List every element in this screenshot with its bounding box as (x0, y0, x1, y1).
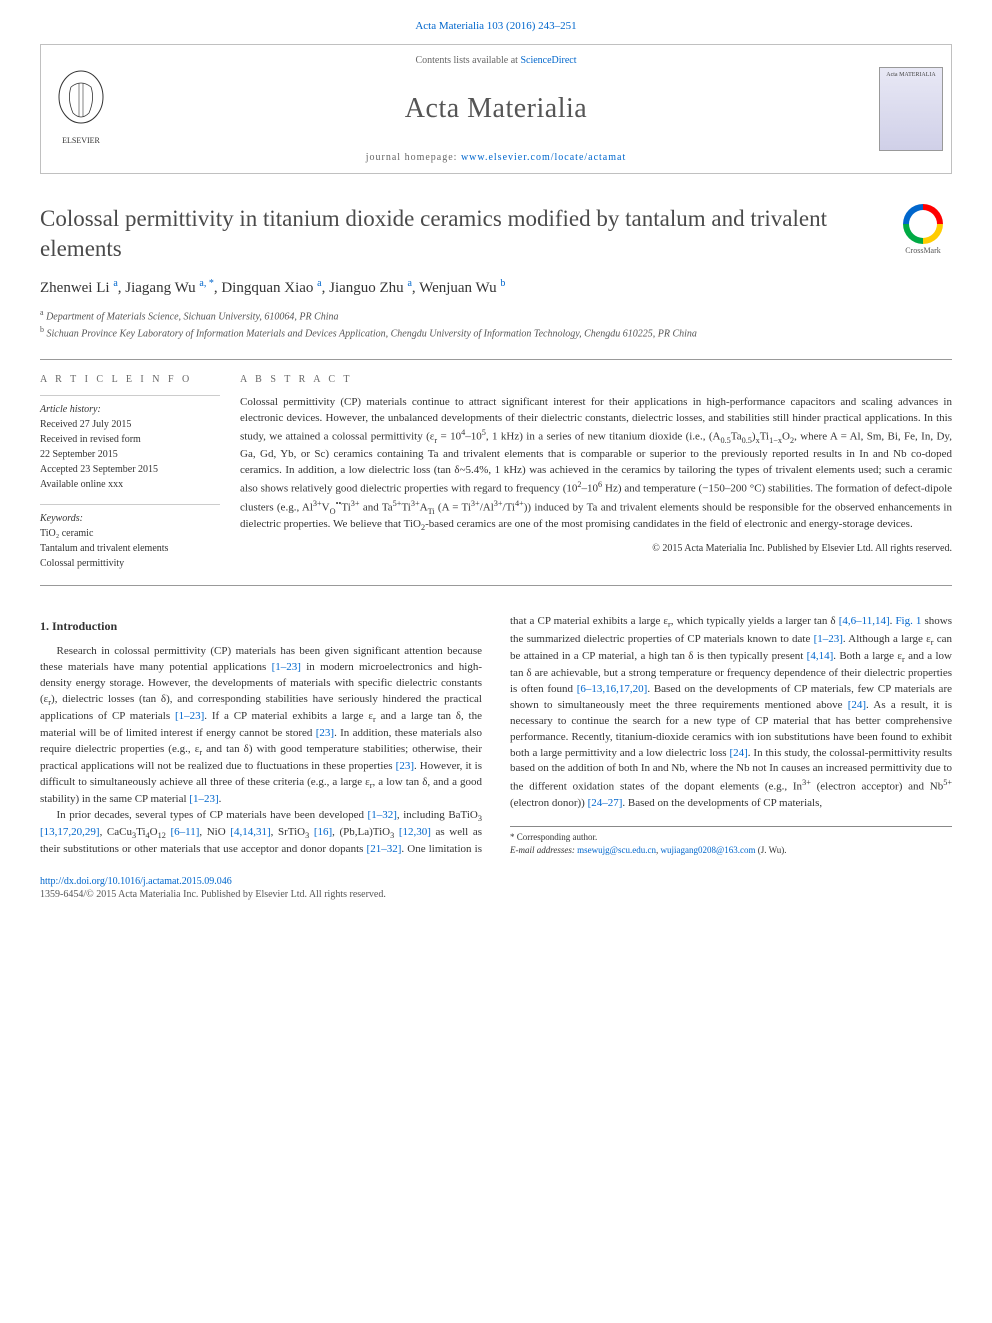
keywords-block: Keywords: TiO₂ ceramic Tantalum and triv… (40, 504, 220, 571)
history-revised: Received in revised form (40, 432, 220, 447)
section-1-heading: 1. Introduction (40, 618, 482, 635)
body-columns: 1. Introduction Research in colossal per… (40, 614, 952, 858)
contents-prefix: Contents lists available at (415, 55, 520, 66)
history-received: Received 27 July 2015 (40, 417, 220, 432)
intro-paragraph-1: Research in colossal permittivity (CP) m… (40, 644, 482, 808)
article-title: Colossal permittivity in titanium dioxid… (40, 204, 894, 264)
cover-thumb-label: Acta MATERIALIA (879, 67, 943, 151)
history-online: Available online xxx (40, 477, 220, 492)
email-label: E-mail addresses: (510, 845, 575, 855)
affiliations: a Department of Materials Science, Sichu… (40, 307, 952, 342)
abstract-text: Colossal permittivity (CP) materials con… (240, 395, 952, 534)
title-row: Colossal permittivity in titanium dioxid… (40, 204, 952, 264)
svg-text:ELSEVIER: ELSEVIER (62, 136, 100, 145)
email-link-1[interactable]: msewujg@scu.edu.cn (577, 845, 656, 855)
author-list: Zhenwei Li a, Jiagang Wu a, *, Dingquan … (40, 278, 952, 297)
abstract-heading: A B S T R A C T (240, 374, 952, 385)
sciencedirect-link[interactable]: ScienceDirect (520, 55, 576, 66)
journal-cover: Acta MATERIALIA (871, 45, 951, 173)
journal-header: ELSEVIER Contents lists available at Sci… (40, 44, 952, 174)
history-revised-date: 22 September 2015 (40, 447, 220, 462)
homepage-link[interactable]: www.elsevier.com/locate/actamat (461, 152, 626, 163)
email-suffix: (J. Wu). (758, 845, 787, 855)
history-label: Article history: (40, 402, 220, 417)
article-info-heading: A R T I C L E I N F O (40, 374, 220, 385)
history-block: Article history: Received 27 July 2015 R… (40, 395, 220, 492)
abstract-block: A B S T R A C T Colossal permittivity (C… (240, 374, 952, 571)
corresponding-author: * Corresponding author. (510, 831, 952, 844)
affiliation-a: a Department of Materials Science, Sichu… (40, 307, 952, 324)
keywords-label: Keywords: (40, 511, 220, 526)
journal-name: Acta Materialia (405, 93, 587, 125)
header-center: Contents lists available at ScienceDirec… (121, 45, 871, 173)
email-link-2[interactable]: wujiagang0208@163.com (660, 845, 755, 855)
keyword-1: TiO₂ ceramic (40, 526, 220, 541)
article-info: A R T I C L E I N F O Article history: R… (40, 374, 240, 571)
footnote-block: * Corresponding author. E-mail addresses… (510, 826, 952, 856)
crossmark-badge[interactable]: CrossMark (894, 204, 952, 262)
journal-homepage: journal homepage: www.elsevier.com/locat… (366, 152, 627, 163)
issn-line: 1359-6454/© 2015 Acta Materialia Inc. Pu… (40, 889, 952, 900)
keyword-3: Colossal permittivity (40, 556, 220, 571)
history-accepted: Accepted 23 September 2015 (40, 462, 220, 477)
affiliation-b: b Sichuan Province Key Laboratory of Inf… (40, 324, 952, 341)
contents-line: Contents lists available at ScienceDirec… (415, 55, 576, 66)
elsevier-logo: ELSEVIER (41, 45, 121, 173)
citation-bar: Acta Materialia 103 (2016) 243–251 (40, 20, 952, 32)
doi-link[interactable]: http://dx.doi.org/10.1016/j.actamat.2015… (40, 876, 232, 887)
info-abstract-row: A R T I C L E I N F O Article history: R… (40, 359, 952, 586)
footer-bar: http://dx.doi.org/10.1016/j.actamat.2015… (40, 876, 952, 900)
crossmark-label: CrossMark (894, 246, 952, 255)
crossmark-icon (903, 204, 943, 244)
homepage-prefix: journal homepage: (366, 152, 461, 163)
keyword-2: Tantalum and trivalent elements (40, 541, 220, 556)
email-line: E-mail addresses: msewujg@scu.edu.cn, wu… (510, 844, 952, 857)
copyright-line: © 2015 Acta Materialia Inc. Published by… (240, 543, 952, 554)
